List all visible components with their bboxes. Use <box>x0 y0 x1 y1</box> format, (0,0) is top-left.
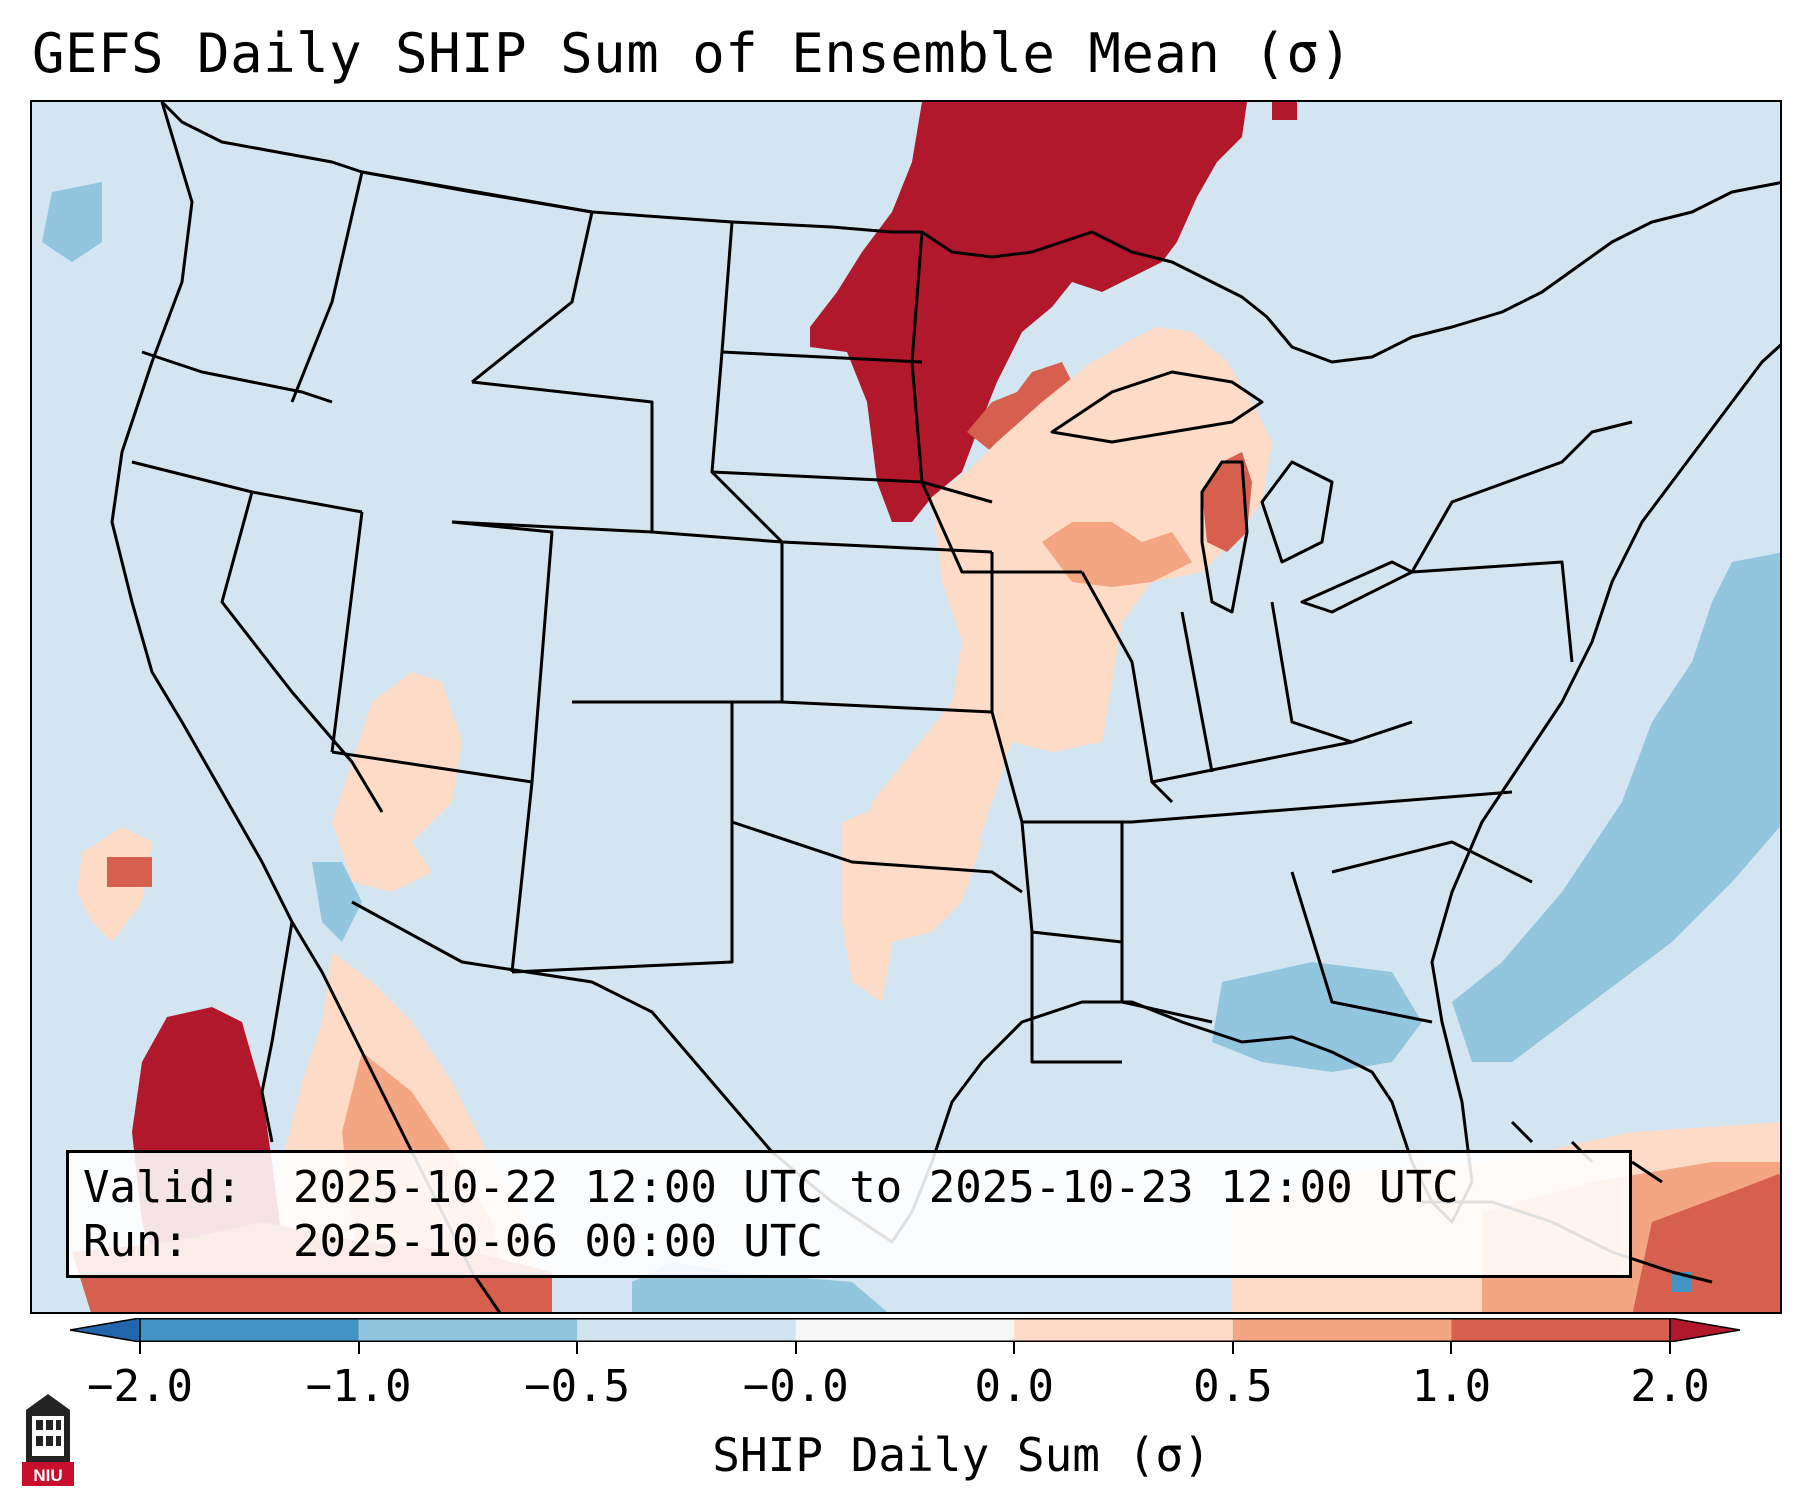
colorbar-label-row: SHIP Daily Sum (σ) <box>0 1428 1803 1482</box>
run-row: Run: 2025-10-06 00:00 UTC <box>83 1215 1615 1269</box>
state-line-ne-ks <box>710 470 993 554</box>
state-line-ms-al <box>1120 822 1213 1024</box>
state-line-in <box>1180 611 1214 773</box>
positive-region-mn <box>967 362 1072 452</box>
colorbar-tick-label: −0.0 <box>742 1361 849 1412</box>
state-line-ga <box>1290 871 1433 1024</box>
colorbar-extend-low <box>70 1318 141 1342</box>
state-line-mt-wy <box>361 170 594 384</box>
colorbar-bin <box>795 1318 1015 1342</box>
state-line-ut-co <box>451 520 554 783</box>
lake-superior <box>1050 370 1264 444</box>
colorbar-bin <box>1451 1318 1671 1342</box>
state-line-il <box>1080 571 1174 804</box>
state-line-ut-az <box>331 750 533 784</box>
colorbar-tick-mark <box>794 1342 797 1354</box>
colorbar-tick-label: 0.5 <box>1193 1361 1273 1412</box>
colorbar-tick-label: 1.0 <box>1411 1361 1492 1412</box>
lake-huron <box>1260 460 1334 564</box>
colorbar-tick-mark <box>139 1342 141 1354</box>
colorbar-label: SHIP Daily Sum (σ) <box>712 1428 1211 1482</box>
lake-michigan <box>1200 460 1249 614</box>
colorbar-bin <box>140 1318 360 1342</box>
chart-title: GEFS Daily SHIP Sum of Ensemble Mean (σ) <box>32 22 1353 85</box>
state-line-ny <box>1410 420 1633 573</box>
valid-row: Valid: 2025-10-22 12:00 UTC to 2025-10-23… <box>83 1161 1615 1215</box>
state-line-id-mt <box>290 171 364 403</box>
colorbar-tick-label: 0.0 <box>974 1361 1055 1412</box>
colorbar-tick-mark <box>1450 1342 1453 1354</box>
colorbar-tick-mark <box>576 1342 579 1354</box>
positive-region-michigan <box>1202 452 1252 552</box>
colorbar-tick-mark <box>1669 1342 1671 1354</box>
state-line-wa-or <box>141 350 333 404</box>
moderate-negative-region-baja <box>312 862 362 942</box>
colorbar-frame <box>139 1318 1671 1342</box>
colorbar-tick-mark <box>357 1342 360 1354</box>
state-line-sc-nc <box>1331 840 1533 884</box>
colorbar-bin <box>577 1318 797 1342</box>
strong-positive-patch <box>1272 102 1297 120</box>
moderate-negative-region-gulf <box>1212 962 1422 1072</box>
state-line-mn <box>910 231 993 504</box>
valid-value: 2025-10-22 12:00 UTC to 2025-10-23 12:00… <box>293 1162 1459 1213</box>
state-line-ca-nv <box>220 491 384 813</box>
colorbar-bin <box>358 1318 578 1342</box>
state-line-nm-tx <box>511 702 734 974</box>
state-line-az-nm <box>510 781 534 973</box>
positive-patch-pacific <box>107 857 152 887</box>
state-line-ia <box>920 481 1082 574</box>
weak-positive-region-midwest <box>862 327 1272 902</box>
colorbar-tick-label: −2.0 <box>87 1361 193 1412</box>
state-line-wy <box>451 380 654 534</box>
state-line-nv-ut <box>330 511 364 753</box>
university-tower-icon <box>22 1394 74 1486</box>
colorbar-bin <box>1232 1318 1452 1342</box>
weak-positive-region-southwest <box>332 672 462 892</box>
run-label: Run: <box>83 1216 189 1267</box>
colorbar-bin <box>1014 1318 1234 1342</box>
state-line-ks-ok <box>781 700 993 714</box>
state-line-mo <box>990 552 1132 824</box>
state-line-oh <box>1270 601 1353 744</box>
run-value: 2025-10-06 00:00 UTC <box>293 1216 823 1267</box>
state-line-la <box>1030 932 1122 1064</box>
state-line-ky <box>1151 720 1413 784</box>
positive-region-caribbean <box>1632 1173 1780 1312</box>
state-line-pa <box>1411 560 1574 663</box>
state-line-co-ks <box>651 530 784 704</box>
colorbar-tick-label: 2.0 <box>1630 1361 1710 1412</box>
colorbar-tick-label: −1.0 <box>305 1361 412 1412</box>
state-line-tn <box>1131 790 1513 824</box>
map-canvas <box>42 102 1780 1312</box>
validity-info-box: Valid: 2025-10-22 12:00 UTC to 2025-10-23… <box>66 1150 1632 1278</box>
valid-label: Valid: <box>83 1162 242 1213</box>
colorbar-tick-label: −0.5 <box>524 1361 631 1412</box>
moderate-negative-region-atlantic <box>1452 552 1780 1062</box>
map-panel[interactable] <box>30 100 1782 1314</box>
lake-erie <box>1300 560 1414 614</box>
state-line-ar <box>1020 821 1123 944</box>
state-line-tx-ok <box>731 820 1023 894</box>
state-line-or-ca <box>131 460 363 514</box>
niu-logo: NIU <box>22 1394 74 1486</box>
logo-text: NIU <box>33 1466 62 1485</box>
baja-peninsula <box>260 921 294 1143</box>
moderate-negative-region-west <box>42 182 102 262</box>
strong-positive-region-north <box>810 102 1247 522</box>
colorbar <box>70 1318 1740 1342</box>
colorbar-tick-mark <box>1013 1342 1016 1354</box>
colorbar-tick-mark <box>1231 1342 1234 1354</box>
weak-positive-region-oklahoma <box>842 802 982 1002</box>
colorbar-extend-high <box>1669 1318 1740 1342</box>
